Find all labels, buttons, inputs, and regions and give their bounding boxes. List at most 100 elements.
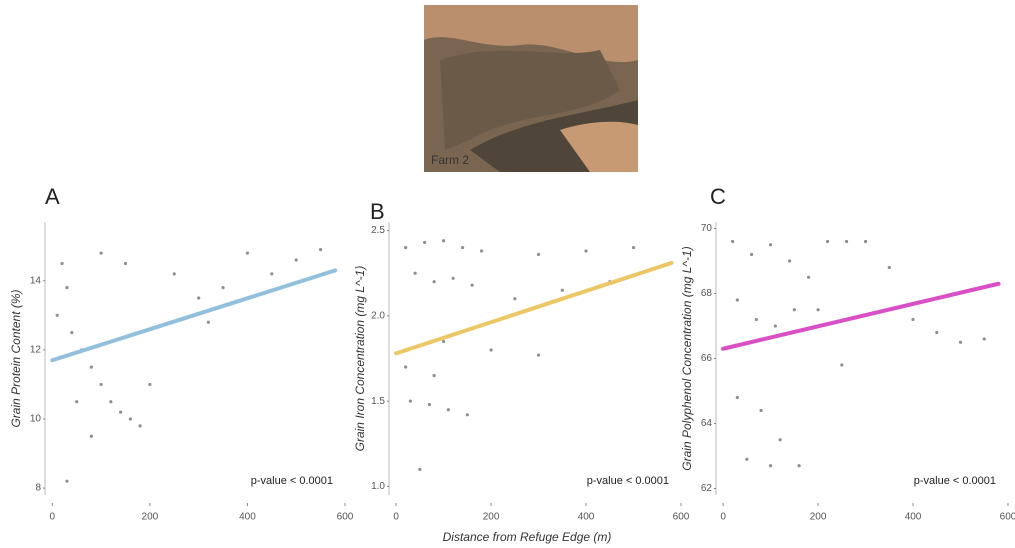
point bbox=[128, 417, 132, 421]
point bbox=[55, 313, 59, 317]
y-axis-label: Grain Protein Content (%) bbox=[9, 289, 23, 427]
x-tick-label: 0 bbox=[50, 512, 56, 523]
x-axis-label: Distance from Refuge Edge (m) bbox=[443, 530, 612, 544]
y-tick-label: 64 bbox=[701, 418, 713, 429]
point bbox=[731, 239, 735, 244]
panel-label: B bbox=[370, 199, 385, 224]
x-tick-label: 0 bbox=[393, 512, 399, 523]
x-tick-label: 0 bbox=[720, 512, 726, 523]
x-tick-label: 400 bbox=[905, 512, 922, 523]
point bbox=[863, 239, 868, 244]
point bbox=[844, 239, 849, 244]
y-tick-label: 10 bbox=[30, 414, 42, 425]
point bbox=[221, 286, 225, 290]
point bbox=[446, 408, 450, 412]
point bbox=[75, 400, 79, 404]
photo-field bbox=[440, 50, 620, 150]
point bbox=[778, 438, 782, 442]
point bbox=[270, 272, 274, 276]
point bbox=[911, 317, 915, 322]
x-tick-label: 600 bbox=[337, 512, 354, 523]
point bbox=[982, 337, 986, 341]
trend-line bbox=[50, 268, 338, 363]
point bbox=[432, 280, 436, 284]
y-tick-label: 1.0 bbox=[371, 481, 385, 492]
point bbox=[89, 434, 93, 438]
point bbox=[423, 240, 427, 245]
point bbox=[451, 276, 455, 280]
y-tick-label: 12 bbox=[30, 345, 42, 356]
point bbox=[89, 365, 93, 369]
point bbox=[123, 261, 128, 266]
point bbox=[769, 243, 773, 247]
x-tick-label: 600 bbox=[673, 512, 690, 523]
point bbox=[460, 245, 465, 250]
y-tick-label: 68 bbox=[701, 288, 713, 299]
p-value: p-value < 0.0001 bbox=[251, 475, 333, 487]
point bbox=[60, 261, 64, 266]
point bbox=[887, 265, 891, 270]
point bbox=[816, 308, 820, 312]
point bbox=[427, 402, 431, 407]
point bbox=[536, 252, 541, 257]
point bbox=[536, 353, 541, 357]
point bbox=[245, 251, 250, 255]
point bbox=[806, 275, 811, 279]
point bbox=[99, 251, 103, 255]
y-tick-label: 2.5 bbox=[371, 225, 385, 236]
point bbox=[773, 324, 777, 328]
y-tick-label: 70 bbox=[701, 223, 713, 234]
aerial-photo: Farm 2 bbox=[424, 5, 638, 172]
point bbox=[479, 249, 484, 253]
x-tick-label: 200 bbox=[483, 512, 500, 523]
x-tick-label: 200 bbox=[142, 512, 159, 523]
point bbox=[172, 272, 176, 276]
panel-label: A bbox=[45, 184, 60, 209]
point bbox=[442, 339, 446, 344]
point bbox=[840, 363, 844, 367]
point bbox=[825, 239, 830, 244]
point bbox=[148, 382, 152, 387]
y-tick-label: 8 bbox=[35, 483, 41, 494]
point bbox=[109, 400, 113, 404]
x-tick-label: 400 bbox=[578, 512, 595, 523]
point bbox=[65, 479, 69, 483]
point bbox=[197, 296, 201, 300]
point bbox=[584, 249, 588, 253]
point bbox=[432, 373, 436, 378]
point bbox=[408, 399, 412, 403]
trend-line bbox=[721, 281, 1001, 351]
trend-line bbox=[394, 260, 674, 356]
point bbox=[404, 365, 408, 369]
y-tick-label: 62 bbox=[701, 483, 713, 494]
point bbox=[935, 330, 939, 335]
point bbox=[754, 317, 758, 322]
point bbox=[70, 330, 74, 335]
p-value: p-value < 0.0001 bbox=[587, 475, 669, 487]
point bbox=[138, 424, 142, 428]
point bbox=[759, 408, 763, 413]
point bbox=[560, 288, 564, 292]
point bbox=[787, 259, 792, 263]
point bbox=[465, 413, 469, 417]
point bbox=[745, 457, 749, 461]
point bbox=[413, 271, 417, 275]
point bbox=[319, 248, 323, 252]
point bbox=[958, 340, 963, 344]
point bbox=[513, 297, 517, 301]
x-tick-label: 200 bbox=[810, 512, 827, 523]
photo-field bbox=[560, 121, 638, 172]
point bbox=[418, 467, 422, 472]
point bbox=[750, 252, 754, 257]
photo-field bbox=[424, 5, 638, 63]
y-tick-label: 66 bbox=[701, 353, 713, 364]
photo-caption: Farm 2 bbox=[431, 153, 469, 167]
y-tick-label: 1.5 bbox=[371, 396, 385, 407]
point bbox=[631, 245, 636, 250]
point bbox=[294, 258, 298, 262]
point bbox=[735, 298, 739, 302]
point bbox=[797, 464, 801, 468]
point bbox=[792, 308, 796, 312]
